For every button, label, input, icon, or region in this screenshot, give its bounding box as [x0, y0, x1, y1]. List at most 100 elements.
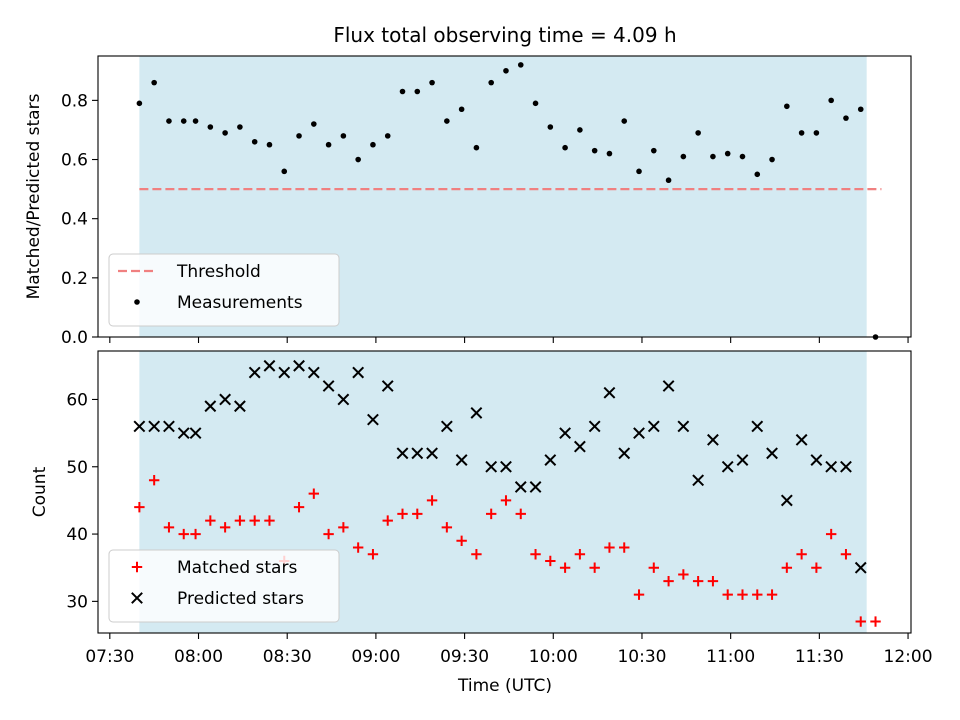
matched-star-point — [308, 488, 320, 499]
matched-star-point — [574, 549, 586, 560]
measurement-point — [311, 121, 317, 127]
matched-star-point — [633, 589, 645, 600]
x-tick-label: 09:00 — [351, 647, 400, 667]
matched-star-point — [456, 535, 467, 546]
matched-star-point — [678, 569, 689, 580]
matched-star-point — [397, 508, 408, 520]
measurement-point — [237, 124, 243, 130]
matched-star-point — [134, 501, 145, 513]
predicted-star-point — [177, 427, 190, 440]
predicted-star-point — [455, 454, 468, 466]
measurement-point — [650, 147, 657, 154]
predicted-star-point — [204, 400, 217, 413]
plot-frame — [97, 350, 912, 634]
predicted-star-point — [647, 420, 660, 433]
matched-star-point — [352, 542, 364, 553]
predicted-star-point — [514, 481, 527, 493]
measurement-point — [458, 106, 465, 113]
measurement-point — [166, 118, 172, 124]
y-tick-label: 0.8 — [61, 91, 88, 111]
predicted-star-point — [588, 420, 601, 433]
measurement-point — [355, 156, 361, 163]
measurement-point — [591, 147, 598, 154]
matched-star-point — [234, 515, 246, 526]
measurement-point — [843, 115, 849, 121]
measurement-point — [739, 153, 746, 160]
predicted-star-point — [854, 561, 867, 574]
measurement-point — [444, 118, 450, 124]
predicted-star-point — [367, 413, 379, 426]
measurement-point — [813, 130, 820, 136]
matched-star-point — [530, 549, 541, 560]
measurement-point — [547, 124, 554, 130]
measurement-point — [207, 124, 214, 130]
y-axis-label: Matched/Predicted stars — [24, 93, 44, 299]
measurement-point — [754, 171, 761, 178]
y-tick-label: 40 — [66, 525, 88, 545]
measurement-point — [680, 153, 687, 160]
x-tick-label: 10:30 — [617, 647, 666, 667]
matched-star-point — [648, 562, 659, 573]
measurement-point — [488, 79, 494, 86]
matched-star-point — [840, 549, 852, 560]
predicted-star-point — [307, 366, 320, 379]
x-tick-label: 11:00 — [706, 647, 755, 667]
legend-label: Threshold — [176, 262, 261, 282]
measurement-point — [532, 100, 539, 107]
matched-star-point — [323, 528, 334, 540]
matched-star-point — [148, 475, 160, 486]
predicted-star-point — [133, 420, 146, 433]
measurement-point — [769, 156, 775, 163]
matched-star-point — [426, 495, 438, 506]
matched-star-point — [338, 522, 349, 533]
measurement-point — [429, 79, 435, 86]
series-measurements — [136, 62, 879, 340]
measurement-point — [384, 133, 391, 139]
predicted-star-point — [500, 460, 512, 473]
predicted-star-point — [411, 447, 424, 460]
y-tick-label: 30 — [66, 592, 88, 612]
matched-star-point — [382, 515, 393, 526]
matched-star-point — [471, 549, 482, 560]
predicted-star-point — [189, 427, 202, 440]
y-tick-label: 0.4 — [61, 210, 88, 230]
measurement-point — [340, 133, 347, 139]
measurement-point — [517, 62, 524, 68]
predicted-star-point — [426, 447, 438, 460]
predicted-star-point — [352, 366, 365, 379]
matched-star-point — [412, 508, 423, 520]
matched-star-point — [190, 528, 201, 540]
matched-star-point — [293, 501, 305, 513]
predicted-star-point — [780, 494, 793, 507]
predicted-star-point — [248, 366, 261, 379]
measurement-point — [828, 97, 834, 104]
predicted-star-point — [810, 454, 823, 466]
matched-star-point — [722, 589, 733, 600]
matched-star-point — [485, 508, 497, 520]
matched-star-point — [441, 522, 453, 533]
y-tick-label: 0.0 — [61, 328, 88, 348]
matched-star-point — [663, 575, 674, 587]
predicted-star-point — [795, 433, 808, 446]
predicted-star-point — [470, 407, 483, 419]
measurement-point — [296, 133, 302, 139]
measurement-point — [636, 168, 642, 175]
matched-star-point — [178, 528, 189, 540]
predicted-star-point — [736, 454, 749, 466]
matched-star-point — [219, 522, 231, 533]
x-tick-label: 08:00 — [174, 647, 223, 667]
matched-star-point — [619, 542, 630, 553]
x-tick-label: 08:30 — [263, 647, 312, 667]
matched-star-point — [855, 616, 866, 627]
predicted-star-point — [633, 427, 645, 440]
legend-label: Matched stars — [177, 558, 297, 578]
matched-star-point — [825, 528, 837, 540]
y-axis-label: Count — [30, 466, 50, 517]
matched-star-point — [205, 515, 216, 526]
legend-measurements-swatch — [134, 299, 140, 305]
measurement-point — [695, 130, 701, 136]
predicted-star-point — [396, 447, 409, 460]
y-tick-label: 60 — [66, 390, 88, 410]
predicted-star-point — [263, 359, 276, 372]
